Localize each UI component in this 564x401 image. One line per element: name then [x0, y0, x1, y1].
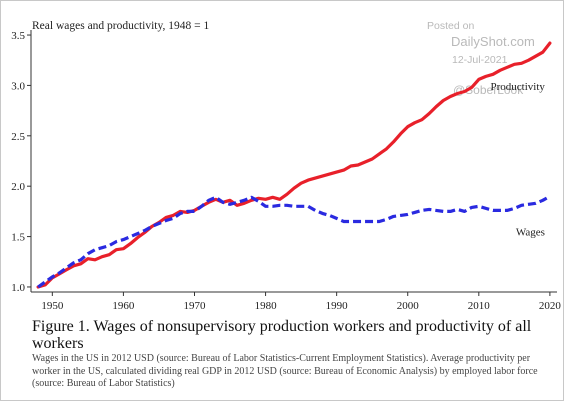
figure-caption-title: Figure 1. Wages of nonsupervisory produc… [32, 318, 532, 352]
y-tick-label: 1.5 [11, 232, 25, 244]
x-tick-label: 1950 [41, 300, 64, 312]
axes: 1.0 1.5 2.0 2.5 3.0 3.5 1950 1960 1970 1980 1990 20… [11, 30, 561, 312]
x-tick-label: 2020 [539, 300, 562, 312]
watermark-site: DailyShot.com [451, 34, 535, 49]
watermark-posted: Posted on [427, 20, 475, 32]
series-labels: Productivity Wages [491, 81, 546, 238]
x-tick-label: 1970 [183, 300, 206, 312]
series-label-wages: Wages [516, 226, 545, 238]
y-tick-label: 2.5 [11, 131, 25, 143]
series-layer [36, 41, 552, 289]
y-axis-title: Real wages and productivity, 1948 = 1 [32, 20, 210, 32]
series-line-wages [37, 194, 551, 289]
y-tick-label: 2.0 [11, 181, 25, 193]
figure-caption-note: Wages in the US in 2012 USD (source: Bur… [32, 353, 538, 389]
y-tick-label: 3.5 [11, 30, 25, 42]
series-line-productivity [36, 41, 552, 289]
y-tick-label: 1.0 [11, 282, 25, 294]
x-tick-label: 1980 [255, 300, 278, 312]
series-label-productivity: Productivity [491, 81, 546, 93]
y-tick-label: 3.0 [11, 80, 25, 92]
x-tick-label: 2010 [468, 300, 491, 312]
x-tick-label: 1960 [112, 300, 135, 312]
x-tick-label: 1990 [326, 300, 349, 312]
x-tick-label: 2000 [397, 300, 420, 312]
watermark-date: 12-Jul-2021 [452, 54, 508, 66]
